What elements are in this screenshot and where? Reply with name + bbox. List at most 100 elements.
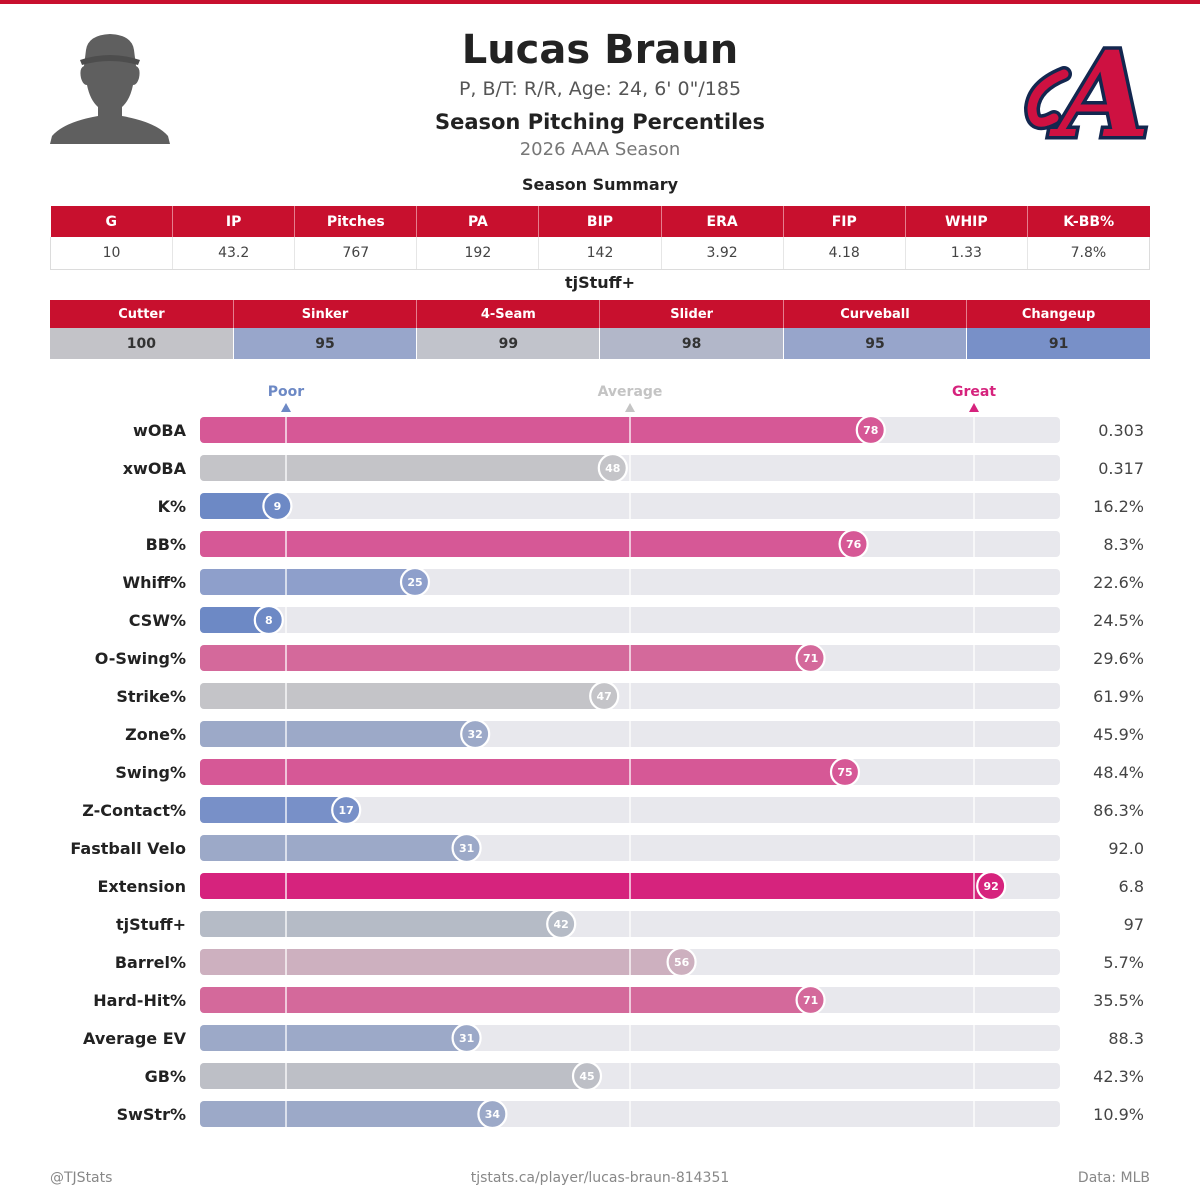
- metric-label: Z-Contact%: [82, 801, 186, 820]
- percentile-dot-label: 32: [468, 728, 483, 741]
- percentile-bar: [200, 531, 854, 557]
- summary-header-k-bb-: K-BB%: [1027, 206, 1150, 237]
- metric-value: 22.6%: [1093, 573, 1144, 592]
- percentile-bar: [200, 645, 811, 671]
- metric-value: 88.3: [1108, 1029, 1144, 1048]
- metric-label: Swing%: [115, 763, 186, 782]
- player-info: P, B/T: R/R, Age: 24, 6' 0"/185: [458, 78, 742, 100]
- percentile-bar: [200, 987, 811, 1013]
- summary-header-changeup: ERA: [661, 206, 784, 237]
- scale-marker-average-icon: [625, 403, 635, 412]
- tjstuff-table: Cutter Sinker 4-Seam Slider Curveball Changeu…: [50, 300, 1150, 359]
- metric-value: 0.317: [1098, 459, 1144, 478]
- percentile-bar: [200, 721, 476, 747]
- metric-value: 42.3%: [1093, 1067, 1144, 1086]
- scale-marker-great-icon: [969, 403, 979, 412]
- scale-label-average: Average: [598, 384, 663, 400]
- tjstuff-header-row: Cutter Sinker 4-Seam Slider Curveball Changeu…: [50, 300, 1150, 328]
- summary-value-whip: 1.33: [905, 237, 1028, 270]
- metric-label: xwOBA: [123, 459, 187, 478]
- metric-label: Average EV: [83, 1029, 187, 1048]
- metric-value: 61.9%: [1093, 687, 1144, 706]
- player-name: Lucas Braun: [461, 27, 739, 73]
- percentile-dot-label: 42: [554, 918, 569, 931]
- tjstuff-value-4-seam: 99: [416, 328, 601, 359]
- percentile-dot-label: 76: [846, 538, 862, 551]
- percentile-dot: [666, 946, 697, 978]
- percentile-dot: [976, 870, 1007, 902]
- metric-value: 8.3%: [1103, 535, 1144, 554]
- metric-label: Barrel%: [115, 953, 186, 972]
- percentile-bar: [200, 1101, 493, 1127]
- percentile-dot: [589, 680, 620, 712]
- metric-label: BB%: [146, 535, 186, 554]
- percentile-dot: [829, 756, 861, 788]
- metric-value: 35.5%: [1093, 991, 1144, 1010]
- percentile-bar: [200, 683, 605, 709]
- percentile-dot-label: 75: [837, 766, 852, 779]
- metric-row-woba: wOBA 78 0.303: [133, 414, 1144, 446]
- percentile-dot: [546, 908, 577, 940]
- metric-row-csw-pct: CSW% 8 24.5%: [129, 604, 1144, 636]
- metric-row-xwoba: xwOBA 48 0.317: [123, 452, 1144, 484]
- metric-row-tjstuff-plus: tjStuff+ 42 97: [116, 908, 1144, 940]
- metric-value: 6.8: [1119, 877, 1144, 896]
- metric-value: 29.6%: [1093, 649, 1144, 668]
- metric-value: 5.7%: [1103, 953, 1144, 972]
- tjstuff-value-slider: 98: [599, 328, 784, 359]
- percentile-dot-label: 25: [407, 576, 422, 589]
- percentile-dot-label: 48: [605, 462, 620, 475]
- metric-row-hard-hit-pct: Hard-Hit% 71 35.5%: [93, 984, 1144, 1016]
- summary-value-row: 10 43.2 767 192 142 3.92 4.18 1.33 7.8%: [49, 237, 1151, 270]
- metric-row-o-swing-pct: O-Swing% 71 29.6%: [95, 642, 1144, 674]
- percentile-bar: [200, 1063, 587, 1089]
- summary-header-whip: WHIP: [905, 206, 1028, 237]
- percentile-dot: [571, 1060, 603, 1092]
- metric-row-strike-pct: Strike% 47 61.9%: [116, 680, 1144, 712]
- percentile-dot: [451, 1022, 482, 1054]
- metric-label: Whiff%: [122, 573, 186, 592]
- tjstuff-value-cutter: 100: [50, 328, 234, 359]
- tjstuff-header-4-seam: 4-Seam: [416, 300, 601, 328]
- percentile-dot: [795, 642, 826, 674]
- summary-value-era: 3.92: [661, 237, 784, 270]
- metric-value: 92.0: [1108, 839, 1144, 858]
- tjstuff-header-slider: Slider: [599, 300, 784, 328]
- summary-value-g: 10: [49, 237, 174, 270]
- tjstuff-header-cutter: Cutter: [50, 300, 234, 328]
- percentile-dot-label: 34: [485, 1108, 501, 1121]
- percentile-bar: [200, 797, 347, 823]
- percentile-dot-label: 56: [674, 956, 690, 969]
- metric-label: GB%: [145, 1067, 186, 1086]
- metric-row-average-ev: Average EV 31 88.3: [83, 1022, 1144, 1054]
- metric-label: SwStr%: [117, 1105, 186, 1124]
- percentile-bar: [200, 1025, 467, 1051]
- metric-value: 97: [1124, 915, 1144, 934]
- percentile-dot-label: 9: [274, 500, 282, 513]
- percentile-dot-label: 45: [579, 1070, 594, 1083]
- metric-row-extension: Extension 92 6.8: [97, 870, 1144, 902]
- percentile-dot-label: 17: [339, 804, 354, 817]
- tjstuff-value-curveball: 95: [783, 328, 968, 359]
- metric-value: 0.303: [1098, 421, 1144, 440]
- percentile-bar: [200, 835, 467, 861]
- summary-header-fip: FIP: [783, 206, 906, 237]
- scale-label-poor: Poor: [268, 384, 304, 400]
- logo-letter: A: [1048, 26, 1150, 144]
- summary-header-slider: PA: [416, 206, 540, 237]
- tjstuff-header-sinker: Sinker: [233, 300, 418, 328]
- metric-row-k-pct: K% 9 16.2%: [158, 490, 1144, 522]
- season-label: 2026 AAA Season: [519, 139, 681, 160]
- percentile-bar: [200, 873, 992, 899]
- metric-value: 45.9%: [1093, 725, 1144, 744]
- percentile-dot: [838, 528, 869, 560]
- footer-url[interactable]: tjstats.ca/player/lucas-braun-814351: [470, 1170, 730, 1186]
- tjstuff-value-sinker: 95: [233, 328, 418, 359]
- percentile-dot-label: 78: [863, 424, 878, 437]
- tjstuff-value-changeup: 91: [966, 328, 1150, 359]
- metric-label: wOBA: [133, 421, 187, 440]
- percentile-chart: Poor Average Great wOBA 78 0.303 xwOBA 48 0.317 K…: [70, 384, 1144, 1130]
- percentile-dot-label: 71: [803, 652, 818, 665]
- summary-header-curveball: BIP: [538, 206, 662, 237]
- percentile-dot-label: 47: [597, 690, 612, 703]
